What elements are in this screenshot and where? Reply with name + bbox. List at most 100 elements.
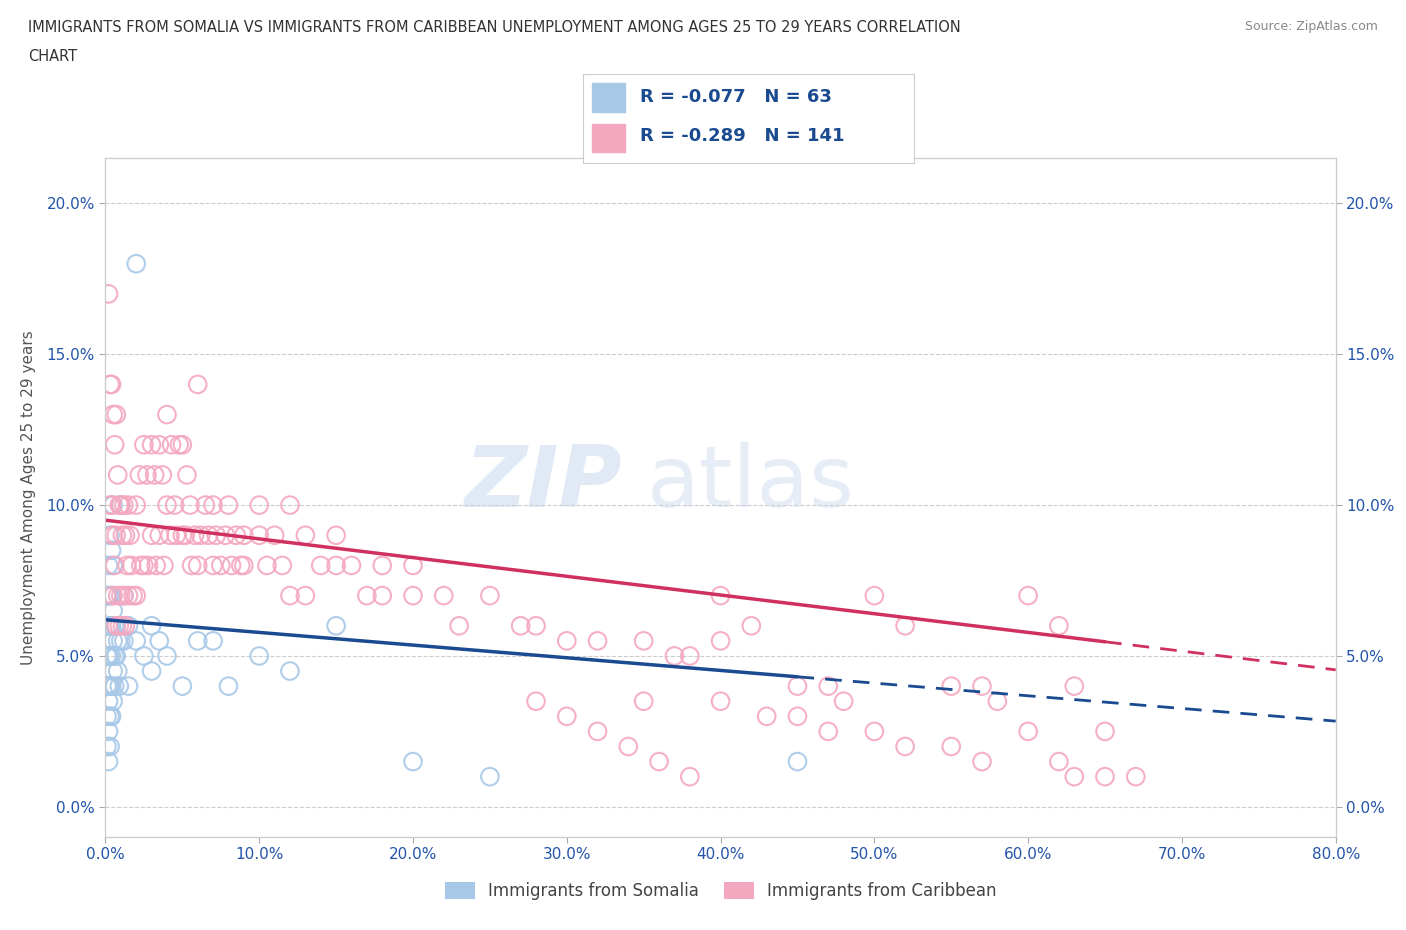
Point	[110, 633, 132, 648]
Point	[524, 618, 547, 633]
Point	[112, 633, 135, 648]
Point	[141, 437, 163, 452]
Point	[110, 498, 132, 512]
Point	[832, 694, 855, 709]
Point	[125, 633, 148, 648]
Point	[894, 618, 917, 633]
Point	[740, 618, 762, 633]
Point	[679, 648, 702, 663]
Point	[247, 648, 270, 663]
Point	[148, 633, 170, 648]
Point	[138, 558, 160, 573]
Point	[478, 588, 501, 603]
Point	[221, 558, 243, 573]
Point	[863, 588, 886, 603]
Point	[172, 437, 194, 452]
Text: Source: ZipAtlas.com: Source: ZipAtlas.com	[1244, 20, 1378, 33]
Point	[664, 648, 686, 663]
Text: ZIP: ZIP	[464, 443, 621, 525]
Point	[433, 588, 456, 603]
Point	[1047, 618, 1070, 633]
Point	[97, 679, 120, 694]
Point	[187, 377, 209, 392]
Point	[633, 633, 655, 648]
Point	[98, 648, 121, 663]
Point	[202, 633, 225, 648]
Point	[371, 558, 394, 573]
Point	[1094, 769, 1116, 784]
Point	[97, 618, 120, 633]
Point	[180, 558, 202, 573]
Point	[986, 694, 1008, 709]
Point	[107, 588, 129, 603]
Text: R = -0.289   N = 141: R = -0.289 N = 141	[640, 127, 844, 145]
Point	[132, 558, 155, 573]
Point	[117, 498, 139, 512]
Point	[98, 709, 121, 724]
Point	[141, 528, 163, 543]
Point	[817, 724, 839, 738]
Point	[179, 498, 201, 512]
Point	[555, 633, 578, 648]
Point	[100, 709, 122, 724]
Point	[97, 558, 120, 573]
Point	[110, 498, 132, 512]
Point	[120, 528, 141, 543]
Point	[325, 528, 347, 543]
Point	[197, 528, 219, 543]
Point	[148, 437, 170, 452]
Point	[150, 468, 173, 483]
Point	[105, 407, 128, 422]
Point	[586, 633, 609, 648]
Point	[187, 633, 209, 648]
Point	[101, 633, 124, 648]
Point	[278, 498, 301, 512]
Point	[115, 558, 138, 573]
Point	[202, 498, 225, 512]
Point	[174, 528, 197, 543]
Point	[132, 437, 155, 452]
Point	[125, 588, 148, 603]
Point	[294, 528, 316, 543]
Point	[136, 468, 159, 483]
Point	[111, 528, 134, 543]
Point	[172, 528, 194, 543]
Point	[104, 558, 127, 573]
Point	[121, 558, 143, 573]
Point	[1047, 754, 1070, 769]
Point	[1063, 679, 1085, 694]
Point	[101, 558, 124, 573]
Point	[325, 618, 347, 633]
Point	[225, 528, 247, 543]
Point	[145, 558, 167, 573]
Point	[449, 618, 471, 633]
Point	[263, 528, 285, 543]
Point	[710, 588, 733, 603]
Point	[98, 618, 121, 633]
Point	[209, 558, 232, 573]
Point	[117, 588, 139, 603]
Point	[98, 739, 121, 754]
Point	[229, 558, 252, 573]
Point	[371, 588, 394, 603]
Point	[100, 588, 122, 603]
Point	[786, 679, 808, 694]
Point	[183, 528, 205, 543]
Point	[278, 664, 301, 679]
Point	[100, 648, 122, 663]
Point	[478, 769, 501, 784]
Point	[340, 558, 363, 573]
Point	[524, 694, 547, 709]
Point	[105, 618, 128, 633]
Point	[104, 437, 127, 452]
Point	[786, 754, 808, 769]
Point	[107, 633, 129, 648]
Point	[710, 633, 733, 648]
Point	[271, 558, 294, 573]
Point	[96, 709, 118, 724]
Text: R = -0.077   N = 63: R = -0.077 N = 63	[640, 88, 831, 106]
Point	[633, 694, 655, 709]
Point	[172, 679, 194, 694]
Point	[402, 754, 425, 769]
Point	[114, 528, 136, 543]
